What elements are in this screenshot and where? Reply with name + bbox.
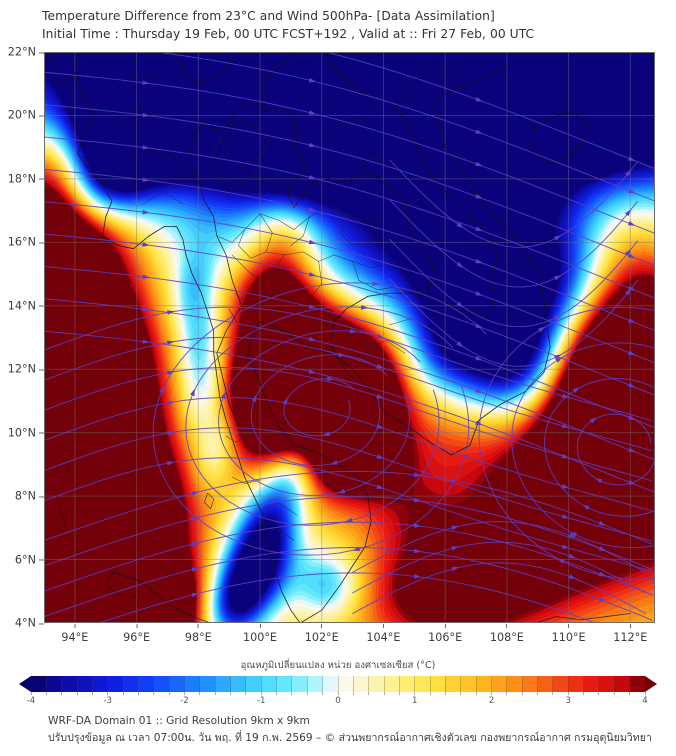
x-axis-tick: 108°E bbox=[490, 624, 524, 644]
temperature-anomaly-field bbox=[44, 52, 655, 623]
x-axis-tick: 98°E bbox=[185, 624, 212, 644]
footer-line-2: ปรับปรุงข้อมูล ณ เวลา 07:00น. วัน พฤ. ที… bbox=[48, 732, 652, 744]
x-axis-tick: 100°E bbox=[243, 624, 277, 644]
x-tick-mark bbox=[321, 624, 323, 628]
y-axis-tick-label: 16°N bbox=[7, 235, 36, 249]
y-tick-mark bbox=[39, 369, 44, 371]
x-axis-tick-label: 106°E bbox=[428, 631, 463, 644]
x-axis-tick-label: 100°E bbox=[242, 631, 278, 644]
y-axis-tick: 6°N bbox=[15, 553, 44, 566]
x-tick-mark bbox=[506, 624, 508, 628]
y-tick-mark bbox=[39, 115, 44, 117]
y-axis-labels: 22°N 20°N 18°N 16°N 14°N 12°N 10°N 8°N 6°N 4°N bbox=[0, 46, 44, 630]
x-tick-mark bbox=[568, 624, 570, 628]
colorbar-tick-label: 2 bbox=[488, 696, 495, 706]
y-axis-tick: 12°N bbox=[8, 363, 44, 376]
x-axis-tick-label: 104°E bbox=[366, 631, 401, 644]
chart-title-line-1: Temperature Difference from 23°C and Win… bbox=[42, 9, 495, 23]
colorbar-tick-label: 0 bbox=[335, 696, 341, 706]
x-axis-tick-label: 96°E bbox=[123, 631, 151, 644]
y-tick-mark bbox=[39, 559, 44, 561]
footer-line-1: WRF-DA Domain 01 :: Grid Resolution 9km … bbox=[48, 715, 310, 727]
x-axis-tick-label: 102°E bbox=[304, 631, 339, 644]
map-plot-area bbox=[44, 52, 655, 623]
y-axis-tick-label: 8°N bbox=[14, 489, 36, 503]
colorbar-tick-label: 1 bbox=[412, 696, 418, 706]
y-axis-tick-label: 22°N bbox=[7, 45, 36, 59]
colorbar-tick-label: -4 bbox=[26, 696, 36, 706]
x-tick-mark bbox=[197, 624, 199, 628]
x-axis-tick-label: 112°E bbox=[613, 631, 648, 644]
y-axis-tick: 14°N bbox=[8, 299, 44, 312]
x-axis-tick-label: 110°E bbox=[551, 631, 586, 644]
y-axis-tick: 18°N bbox=[8, 172, 44, 185]
y-axis-tick: 8°N bbox=[15, 490, 44, 503]
y-axis-tick: 20°N bbox=[8, 109, 44, 122]
colorbar-tick-label: 3 bbox=[565, 696, 571, 706]
colorbar-block: อุณหภูมิเปลี่ยนแปลง หน่วย องศาเซลเซียส (… bbox=[0, 658, 676, 710]
colorbar-gradient bbox=[18, 674, 658, 696]
x-axis-tick: 102°E bbox=[305, 624, 339, 644]
x-axis-tick-label: 98°E bbox=[184, 631, 212, 644]
y-axis-tick-label: 14°N bbox=[7, 299, 36, 313]
y-tick-mark bbox=[39, 496, 44, 498]
colorbar-tick-label: -3 bbox=[103, 696, 113, 706]
colorbar-tick-label: -2 bbox=[180, 696, 189, 706]
x-tick-mark bbox=[259, 624, 261, 628]
x-axis-tick: 110°E bbox=[552, 624, 586, 644]
x-tick-mark bbox=[444, 624, 446, 628]
y-axis-tick-label: 12°N bbox=[7, 362, 36, 376]
x-axis-tick-label: 94°E bbox=[61, 631, 89, 644]
x-tick-mark bbox=[136, 624, 138, 628]
x-axis-tick-label: 108°E bbox=[489, 631, 524, 644]
footer-credit: ปรับปรุงข้อมูล ณ เวลา 07:00น. วัน พฤ. ที… bbox=[48, 730, 652, 747]
x-axis-tick: 106°E bbox=[428, 624, 462, 644]
chart-title-block: Temperature Difference from 23°C and Win… bbox=[42, 8, 642, 43]
y-axis-tick-label: 6°N bbox=[14, 553, 36, 567]
y-axis-tick-label: 20°N bbox=[7, 108, 36, 122]
x-tick-mark bbox=[382, 624, 384, 628]
chart-title-line-2: Initial Time : Thursday 19 Feb, 00 UTC F… bbox=[42, 26, 535, 41]
y-tick-mark bbox=[39, 432, 44, 434]
colorbar-tick-labels: -4 -3 -2 -1 0 1 2 3 4 bbox=[18, 696, 658, 712]
y-axis-tick: 4°N bbox=[15, 617, 44, 630]
y-tick-mark bbox=[39, 178, 44, 180]
y-tick-mark bbox=[39, 305, 44, 307]
y-tick-mark bbox=[39, 623, 44, 624]
y-tick-mark bbox=[39, 242, 44, 244]
y-axis-tick: 16°N bbox=[8, 236, 44, 249]
footer-domain-info: WRF-DA Domain 01 :: Grid Resolution 9km … bbox=[48, 713, 310, 730]
y-axis-tick-label: 18°N bbox=[7, 172, 36, 186]
x-tick-mark bbox=[74, 624, 76, 628]
colorbar-title: อุณหภูมิเปลี่ยนแปลง หน่วย องศาเซลเซียส (… bbox=[240, 660, 436, 671]
y-axis-tick: 10°N bbox=[8, 426, 44, 439]
y-axis-tick: 22°N bbox=[8, 46, 44, 59]
x-axis-tick: 104°E bbox=[366, 624, 400, 644]
x-axis-tick: 94°E bbox=[61, 624, 88, 644]
x-tick-mark bbox=[629, 624, 631, 628]
x-axis-tick: 112°E bbox=[613, 624, 647, 644]
x-axis-tick: 96°E bbox=[123, 624, 150, 644]
colorbar-tick-label: 4 bbox=[642, 696, 648, 706]
y-axis-tick-label: 10°N bbox=[7, 426, 36, 440]
y-tick-mark bbox=[39, 52, 44, 53]
colorbar-tick-label: -1 bbox=[256, 696, 266, 706]
x-axis-labels: 94°E 96°E 98°E 100°E 102°E 104°E 106°E 108°E 110… bbox=[44, 624, 655, 648]
y-axis-tick-label: 4°N bbox=[14, 616, 36, 630]
